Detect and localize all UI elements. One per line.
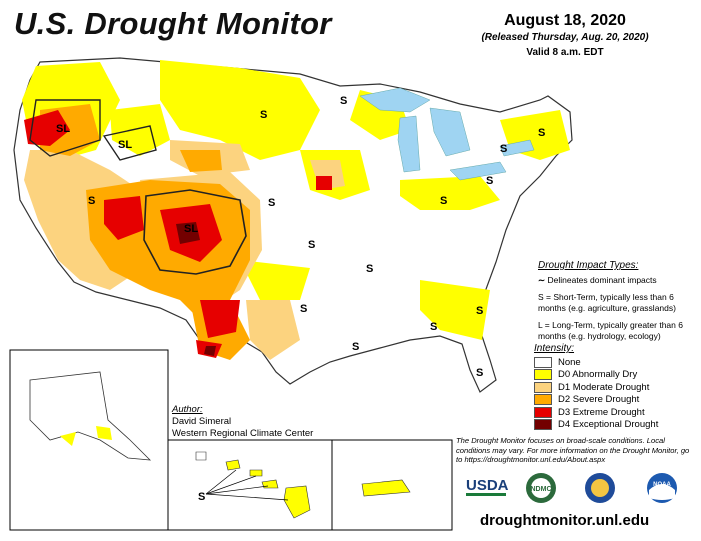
hawaii-pointer-lines <box>205 469 289 501</box>
label-s-hawaii: S <box>198 491 205 503</box>
alaska-d0-2 <box>60 432 76 446</box>
label-s-kansas: S <box>268 197 275 209</box>
logo-strip: USDA NDMC NOAA <box>462 472 698 504</box>
impact-delineates-text: Delineates dominant impacts <box>547 275 657 285</box>
impact-boundary <box>143 189 247 275</box>
legend-label-d1: D1 Moderate Drought <box>558 381 650 393</box>
label-s-dakota: S <box>260 109 267 121</box>
great-lakes <box>359 87 535 181</box>
site-url[interactable]: droughtmonitor.unl.edu <box>480 512 650 529</box>
author-name: David Simeral <box>172 416 232 427</box>
legend-label-d3: D3 Extreme Drought <box>558 406 645 418</box>
impact-boundary-2 <box>102 125 157 161</box>
swatch-d1 <box>534 381 552 393</box>
legend-row-d0: D0 Abnormally Dry <box>534 369 694 382</box>
puerto-rico-outline <box>361 479 411 497</box>
label-s-ny: S <box>500 143 507 155</box>
label-s-georgia: S <box>430 321 437 333</box>
swatch-none <box>534 356 552 368</box>
label-s-ohio: S <box>440 195 447 207</box>
author-title: Author: <box>172 404 203 415</box>
intensity-legend: Intensity: None D0 Abnormally Dry D1 Mod… <box>534 343 694 431</box>
release-date: (Released Thursday, Aug. 20, 2020) <box>481 32 649 43</box>
swatch-d4 <box>534 419 552 431</box>
map-date: August 18, 2020 <box>504 12 626 29</box>
impact-short: S = Short-Term, typically less than 6 mo… <box>538 292 676 313</box>
alaska-outline <box>29 371 152 461</box>
valid-time: Valid 8 a.m. EDT <box>526 47 604 58</box>
legend-row-d2: D2 Severe Drought <box>534 394 694 407</box>
label-s-ne: S <box>538 127 545 139</box>
label-s-penn: S <box>486 175 493 187</box>
usda-logo-text: USDA <box>466 477 509 494</box>
label-s-florida: S <box>476 367 483 379</box>
intensity-title: Intensity: <box>534 343 575 354</box>
author-block: Author: David Simeral Western Regional C… <box>172 404 313 440</box>
legend-label-d0: D0 Abnormally Dry <box>558 369 638 381</box>
footer-note: The Drought Monitor focuses on broad-sca… <box>456 436 690 464</box>
swatch-d2 <box>534 394 552 406</box>
legend-row-d3: D3 Extreme Drought <box>534 406 694 419</box>
impact-line-icon: ∼ <box>538 275 546 285</box>
impact-long: L = Long-Term, typically greater than 6 … <box>538 320 683 341</box>
label-s-texas: S <box>352 341 359 353</box>
legend-label-d4: D4 Exceptional Drought <box>558 419 659 431</box>
label-sl-idaho: SL <box>118 139 132 151</box>
hawaii-islands <box>195 451 311 519</box>
noaa-logo: NOAA <box>647 473 677 503</box>
label-sl-oregon: SL <box>56 123 70 135</box>
doc-seal-logo <box>585 473 615 503</box>
label-s-texas-2: S <box>300 303 307 315</box>
ndmc-logo: NDMC <box>526 473 556 503</box>
label-sl-colorado: SL <box>184 223 198 235</box>
legend-label-none: None <box>558 356 581 368</box>
hawaii-inset <box>167 439 333 531</box>
legend-row-d1: D1 Moderate Drought <box>534 381 694 394</box>
d4-areas <box>176 222 216 356</box>
ndmc-logo-text: NDMC <box>531 486 552 493</box>
legend-row-d4: D4 Exceptional Drought <box>534 419 694 432</box>
alaska-d0 <box>96 426 112 440</box>
label-s-arkansas: S <box>366 263 373 275</box>
impact-delineates: ∼ Delineates dominant impacts <box>538 275 698 286</box>
label-s-nevada: S <box>88 195 95 207</box>
impact-title: Drought Impact Types: <box>538 260 639 271</box>
usda-logo: USDA <box>466 477 509 496</box>
swatch-d0 <box>534 369 552 381</box>
impact-legend: Drought Impact Types: ∼ Delineates domin… <box>538 260 698 348</box>
date-block: August 18, 2020 (Released Thursday, Aug.… <box>455 12 675 58</box>
label-s-carolina: S <box>476 305 483 317</box>
author-org: Western Regional Climate Center <box>172 428 314 439</box>
swatch-d3 <box>534 406 552 418</box>
impact-boundary-3 <box>29 99 101 157</box>
legend-row-none: None <box>534 356 694 369</box>
noaa-logo-text: NOAA <box>653 482 671 488</box>
legend-label-d2: D2 Severe Drought <box>558 394 640 406</box>
label-s-minnesota: S <box>340 95 347 107</box>
label-s-oklahoma: S <box>308 239 315 251</box>
map-title: U.S. Drought Monitor <box>14 6 332 41</box>
